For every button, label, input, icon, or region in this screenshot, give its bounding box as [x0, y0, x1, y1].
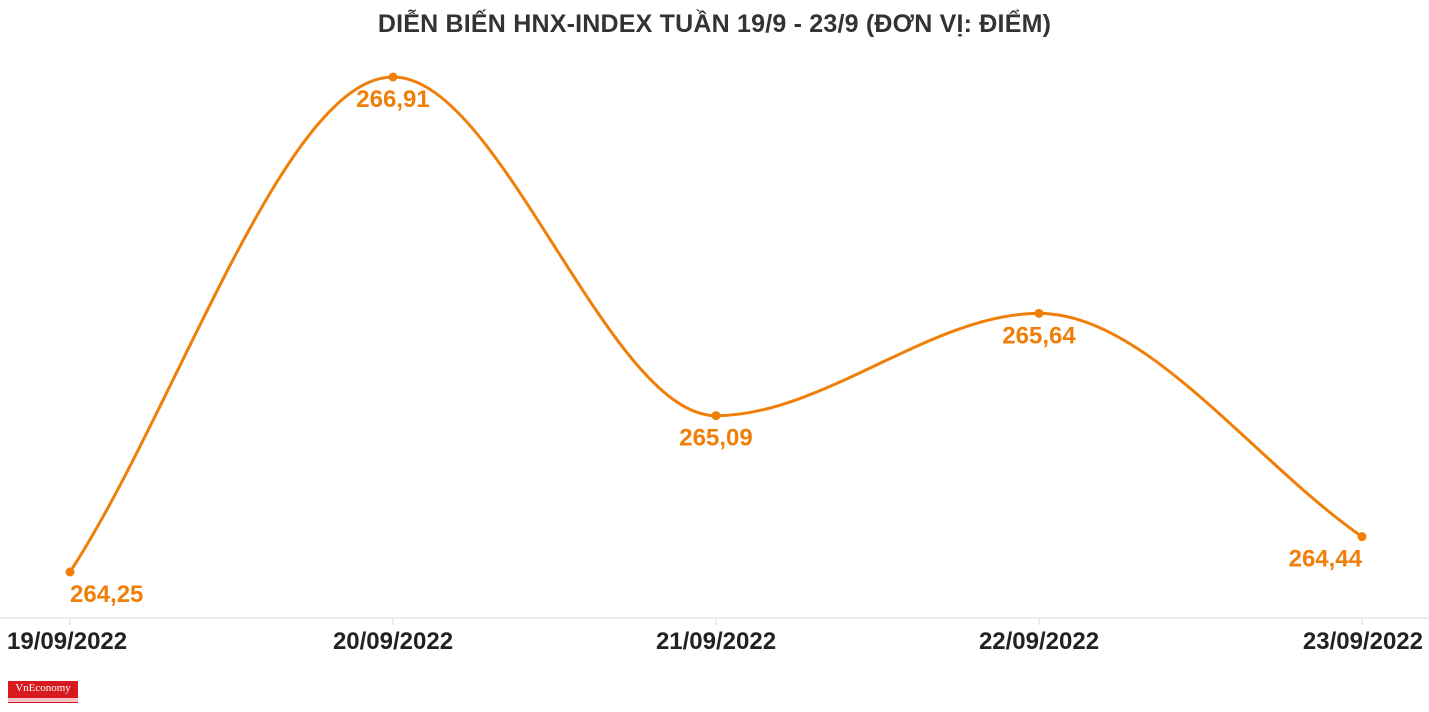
vneconomy-logo: VnEconomy [8, 681, 78, 703]
logo-tagline-strip [8, 698, 78, 702]
x-tick-label: 20/09/2022 [333, 628, 453, 655]
data-point [1034, 308, 1044, 318]
x-tick-label: 19/09/2022 [7, 628, 127, 655]
logo-text: VnEconomy [15, 682, 71, 694]
data-label: 264,44 [1289, 546, 1363, 573]
data-points [65, 72, 1367, 577]
series-line-hnx-index [68, 75, 1363, 573]
data-label: 264,25 [70, 581, 143, 608]
data-point [711, 411, 721, 421]
data-label: 265,64 [1002, 322, 1076, 349]
data-label: 266,91 [356, 86, 429, 113]
data-point [1357, 532, 1367, 542]
data-labels: 264,25 266,91 265,09 265,64 264,44 [70, 86, 1363, 608]
chart-title: DIỄN BIẾN HNX-INDEX TUẦN 19/9 - 23/9 (ĐƠ… [377, 10, 1052, 38]
x-tick-label: 22/09/2022 [979, 628, 1099, 655]
data-label: 265,09 [679, 425, 752, 452]
x-tick-label: 23/09/2022 [1303, 628, 1423, 655]
x-axis-tick-labels: 19/09/2022 20/09/2022 21/09/2022 22/09/2022… [7, 628, 1423, 655]
x-tick-label: 21/09/2022 [656, 628, 776, 655]
data-point [388, 72, 398, 82]
x-axis-ticks [69, 618, 1363, 625]
data-point [65, 567, 75, 577]
